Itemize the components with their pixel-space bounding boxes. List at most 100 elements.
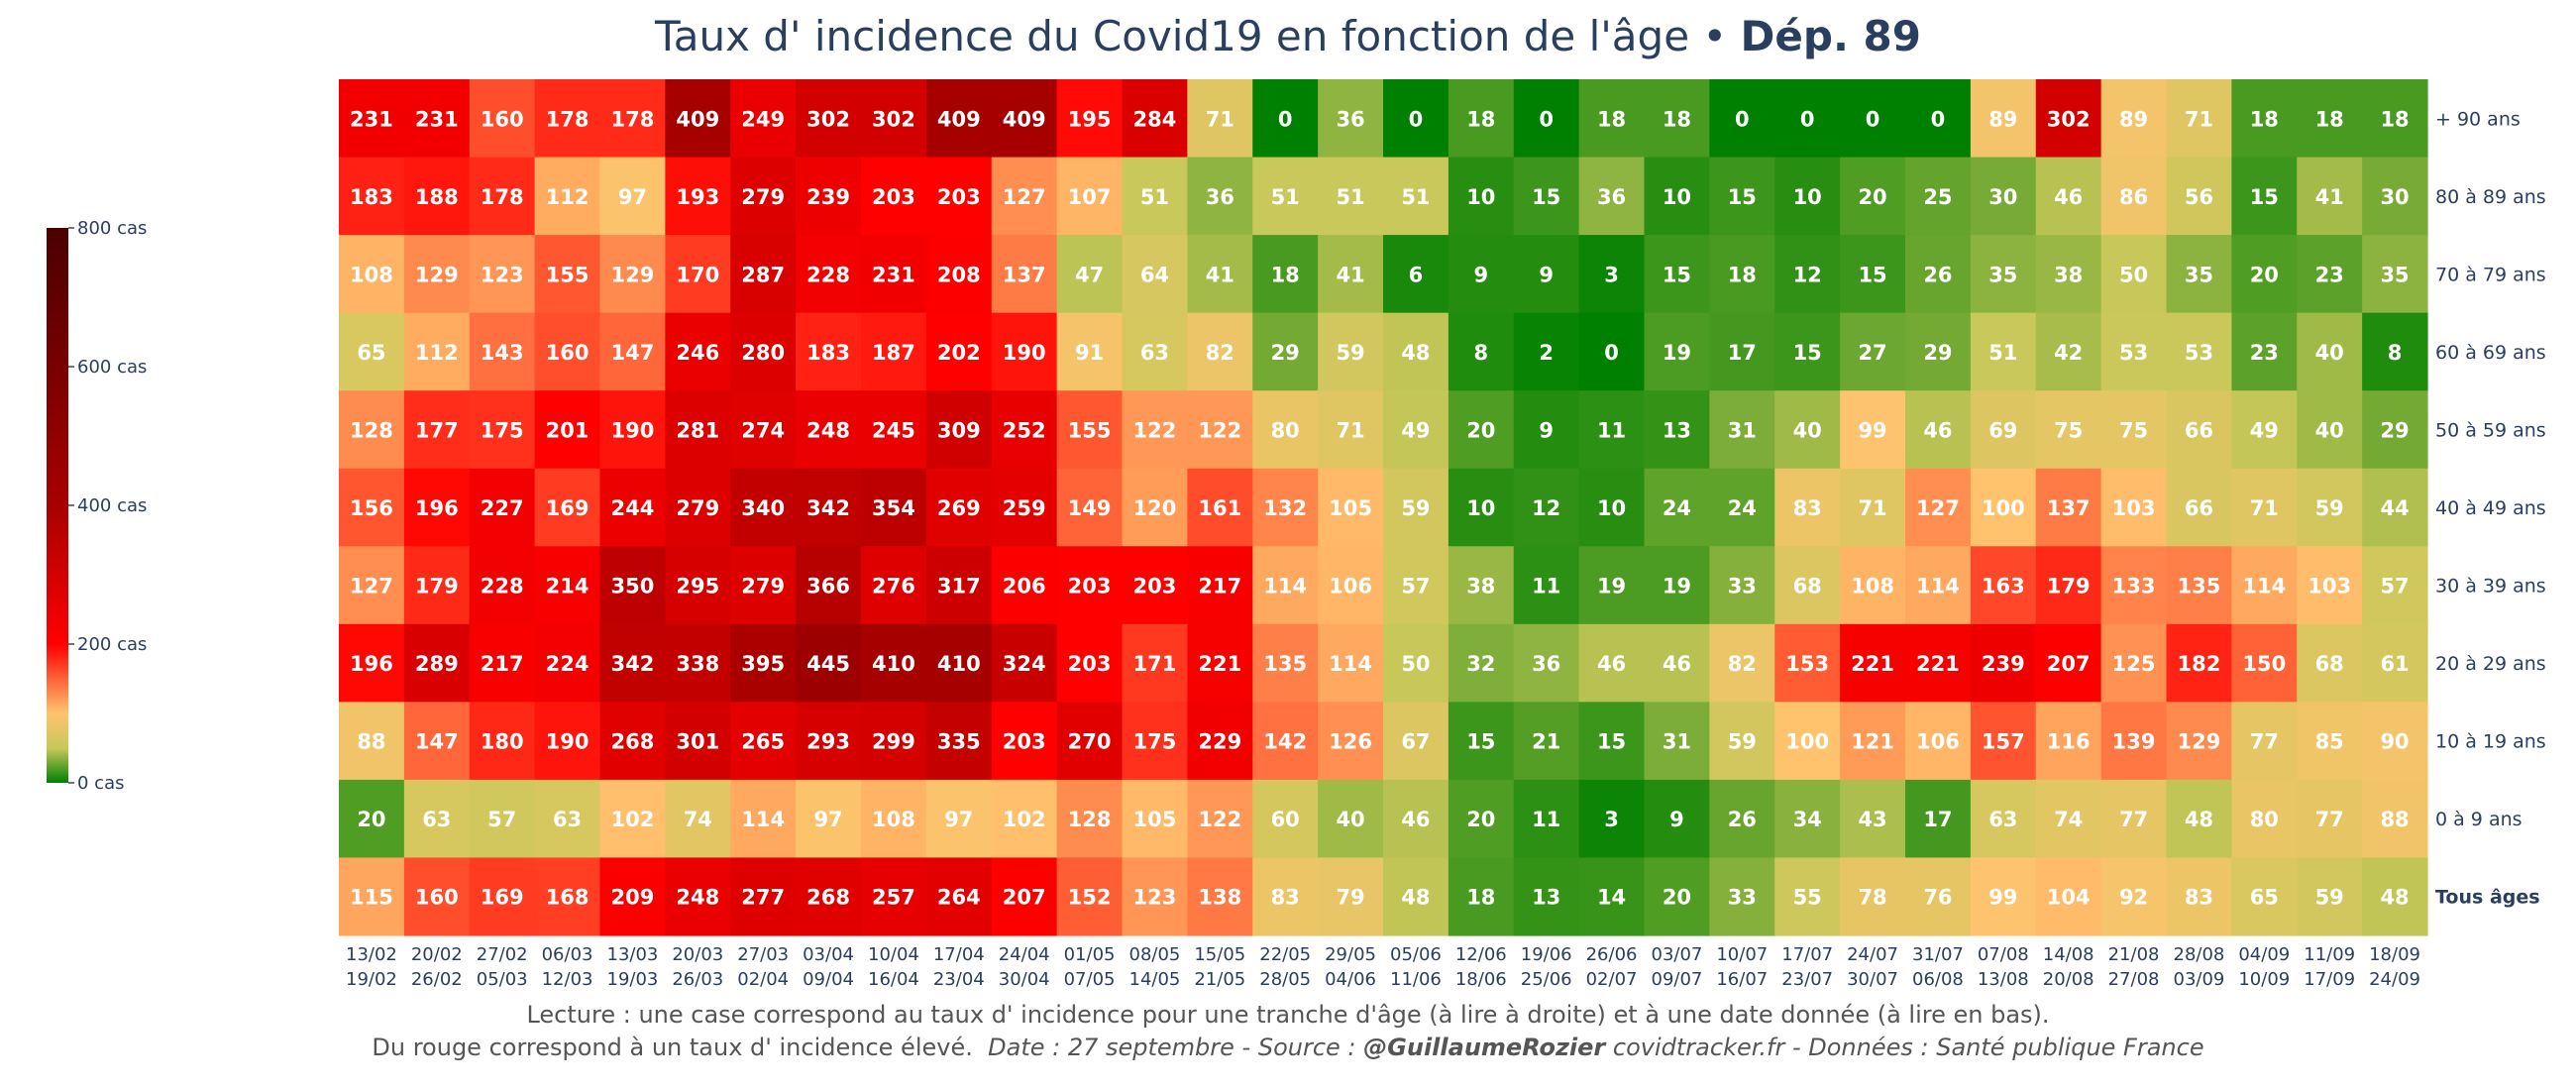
cell-value-label: 63 (1988, 808, 2017, 831)
cell-value-label: 15 (1858, 263, 1886, 286)
heatmap-cell (925, 857, 993, 936)
cell-value-label: 125 (2112, 652, 2156, 676)
heatmap-cell (1513, 235, 1580, 314)
heatmap-cell (339, 390, 405, 470)
cell-value-label: 203 (1068, 575, 1112, 599)
heatmap-cell (2100, 546, 2168, 625)
heatmap-cell (1383, 79, 1449, 159)
heatmap-cell (1383, 546, 1449, 625)
cell-value-label: 46 (1597, 652, 1626, 676)
cell-value-label: 102 (1003, 808, 1046, 831)
cell-value-label: 302 (2047, 107, 2091, 131)
cell-value-label: 10 (1663, 185, 1691, 209)
cell-value-label: 302 (872, 107, 915, 131)
column-label-week-start: 04/09 (2238, 944, 2290, 965)
heatmap-cell (861, 623, 927, 703)
heatmap-cell (1709, 857, 1775, 936)
cell-value-label: 36 (1532, 652, 1560, 676)
cell-value-label: 59 (2315, 886, 2344, 910)
heatmap-cell (2297, 623, 2363, 703)
heatmap-cell (534, 857, 601, 936)
heatmap-cell (1122, 390, 1188, 470)
column-label-week-end: 26/03 (672, 969, 723, 990)
heatmap-cell (2231, 623, 2298, 703)
heatmap-cell (2035, 312, 2102, 391)
cell-value-label: 231 (415, 107, 459, 131)
heatmap-cell (403, 390, 471, 470)
heatmap-cell (2297, 235, 2363, 314)
heatmap-cell (2100, 79, 2168, 159)
cell-value-label: 168 (546, 886, 590, 910)
cell-value-label: 180 (481, 730, 524, 754)
cell-value-label: 43 (1858, 808, 1886, 831)
column-label-week-start: 03/04 (803, 944, 854, 965)
heatmap-cell (534, 546, 601, 625)
heatmap-cell (796, 235, 862, 314)
cell-value-label: 18 (1728, 263, 1757, 286)
heatmap-cell (534, 468, 601, 547)
heatmap-cell (1513, 390, 1580, 470)
cell-value-label: 99 (1858, 418, 1886, 442)
cell-value-label: 410 (937, 652, 981, 676)
cell-value-label: 26 (1923, 263, 1952, 286)
heatmap-cell (2231, 79, 2298, 159)
cell-value-label: 279 (676, 496, 719, 520)
caption-source: Date : 27 septembre - Source : @Guillaum… (988, 1034, 2203, 1061)
column-label-week-start: 08/05 (1129, 944, 1181, 965)
column-label-week-end: 03/09 (2174, 969, 2225, 990)
heatmap-cell (1774, 779, 1841, 859)
heatmap-cell (1122, 857, 1188, 936)
cell-value-label: 17 (1923, 808, 1952, 831)
cell-value-label: 31 (1728, 418, 1757, 442)
cell-value-label: 21 (1532, 730, 1560, 754)
cell-value-label: 38 (2054, 263, 2083, 286)
heatmap-cell (1448, 79, 1515, 159)
cell-value-label: 18 (1597, 107, 1626, 131)
column-label-week-start: 26/06 (1586, 944, 1638, 965)
cell-value-label: 259 (1003, 496, 1046, 520)
cell-value-label: 276 (872, 575, 915, 599)
heatmap-cell (469, 235, 536, 314)
cell-value-label: 112 (546, 185, 590, 209)
heatmap-cell (1840, 702, 1906, 781)
cell-value-label: 29 (1923, 341, 1952, 365)
heatmap-cell (1709, 702, 1775, 781)
heatmap-cell (925, 702, 993, 781)
cell-value-label: 24 (1728, 496, 1757, 520)
heatmap-cell (1252, 157, 1319, 236)
heatmap-cell (534, 702, 601, 781)
cell-value-label: 18 (2380, 107, 2409, 131)
cell-value-label: 279 (741, 185, 785, 209)
heatmap-cell (403, 79, 471, 159)
column-label-week-start: 20/03 (672, 944, 723, 965)
heatmap-cell (534, 157, 601, 236)
heatmap-cell (1644, 779, 1710, 859)
heatmap-cell (2297, 468, 2363, 547)
cell-value-label: 32 (1466, 652, 1495, 676)
heatmap-cell (1187, 468, 1253, 547)
heatmap-cell (2231, 546, 2298, 625)
cell-value-label: 239 (806, 185, 850, 209)
cell-value-label: 264 (937, 886, 981, 910)
cell-value-label: 217 (1198, 575, 1241, 599)
cell-value-label: 161 (1198, 496, 1241, 520)
cell-value-label: 78 (1858, 886, 1886, 910)
heatmap-cell (599, 623, 666, 703)
heatmap-cell (1774, 702, 1841, 781)
cell-value-label: 12 (1793, 263, 1822, 286)
heatmap-cell (2166, 157, 2232, 236)
heatmap-cell (1970, 857, 2037, 936)
cell-value-label: 102 (611, 808, 655, 831)
cell-value-label: 53 (2185, 341, 2213, 365)
heatmap-cell (1252, 390, 1319, 470)
cell-value-label: 71 (1858, 496, 1886, 520)
heatmap-cell (1513, 702, 1580, 781)
heatmap-cell (1970, 623, 2037, 703)
heatmap-cell (1318, 468, 1384, 547)
cell-value-label: 155 (1068, 418, 1112, 442)
heatmap-cell (1774, 623, 1841, 703)
heatmap-cell (991, 79, 1058, 159)
column-label-week-start: 18/09 (2369, 944, 2420, 965)
cell-value-label: 221 (1198, 652, 1241, 676)
